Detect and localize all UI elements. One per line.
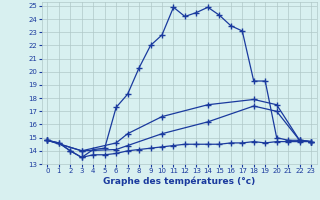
X-axis label: Graphe des températures (°c): Graphe des températures (°c) <box>103 177 255 186</box>
